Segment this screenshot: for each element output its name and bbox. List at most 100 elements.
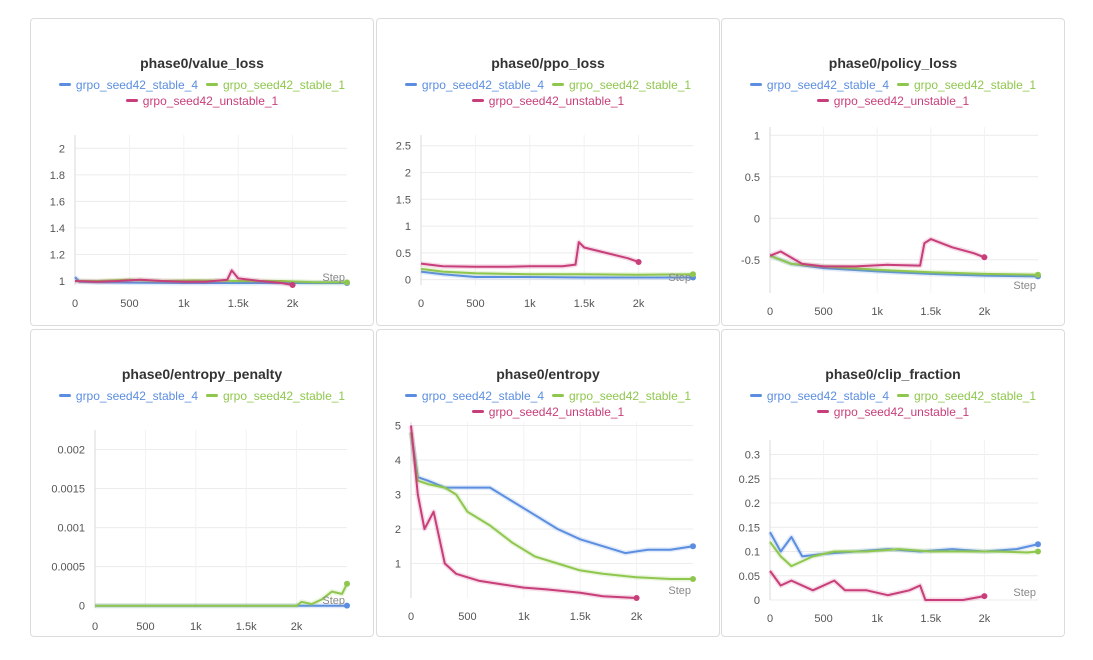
legend-item[interactable]: grpo_seed42_unstable_1 [471,93,624,109]
x-tick-label: 0 [408,611,414,623]
y-tick-label: 0 [754,213,760,225]
series-line[interactable] [420,267,694,276]
legend-item[interactable]: grpo_seed42_stable_4 [404,77,544,93]
legend-label: grpo_seed42_stable_1 [914,78,1037,92]
x-tick-label: 0 [92,621,98,633]
chart-plot: 1 2 3 4 5 0 500 1k 1.5k 2k Step [395,420,696,623]
series-line[interactable] [769,570,985,601]
legend-item[interactable]: grpo_seed42_unstable_1 [816,93,969,109]
x-tick-label: 1k [524,298,536,310]
y-tick-label: 4 [395,455,401,467]
x-tick-label: 2k [631,611,643,623]
legend-swatch [552,83,564,87]
chart-panel[interactable]: phase0/entropy_penalty grpo_seed42_stable… [30,329,374,637]
series-line[interactable] [420,270,693,279]
legend-item[interactable]: grpo_seed42_stable_4 [58,388,198,404]
legend-item[interactable]: grpo_seed42_stable_1 [552,388,691,404]
legend-swatch [471,99,484,103]
y-tick-label: 1.6 [50,196,65,208]
y-tick-label: 0 [405,275,411,287]
series-line[interactable] [769,238,985,268]
series-line[interactable] [410,432,693,580]
y-tick-label: 0.15 [739,522,760,534]
legend-swatch [404,83,417,87]
y-tick-label: 0.5 [745,172,760,184]
series-end-point [1035,548,1041,555]
legend-label: grpo_seed42_stable_4 [421,78,544,92]
chart-title: phase0/policy_loss [828,55,958,71]
y-tick-label: 0 [79,601,85,613]
legend-item[interactable]: grpo_seed42_stable_4 [749,388,889,404]
chart-panel[interactable]: phase0/clip_fraction grpo_seed42_stable_4… [721,329,1065,637]
chart-title: phase0/value_loss [140,55,264,71]
legend-label: grpo_seed42_stable_4 [75,389,198,403]
legend-swatch [58,394,71,398]
y-tick-label: 2 [405,168,411,180]
x-tick-label: 1k [871,613,883,625]
chart-title: phase0/entropy_penalty [121,366,283,382]
x-axis-label: Step [668,585,691,597]
series-line[interactable] [769,541,1039,568]
chart-title: phase0/entropy [496,366,600,382]
chart-panel[interactable]: phase0/value_loss grpo_seed42_stable_4 grp… [30,18,374,326]
legend-item[interactable]: grpo_seed42_stable_1 [897,388,1036,404]
legend-item[interactable]: grpo_seed42_stable_1 [206,388,345,404]
y-tick-label: 0.001 [57,523,85,535]
y-tick-label: 1.4 [50,223,65,235]
legend-item[interactable]: grpo_seed42_stable_4 [404,388,544,404]
x-tick-label: 1.5k [236,621,257,633]
x-tick-label: 1k [871,306,883,318]
chart-plot: -0.5 0 0.5 1 0 500 1k 1.5k 2k Step [741,127,1041,318]
series-end-point [344,580,350,587]
y-tick-label: 1.2 [50,249,65,261]
series-end-point [635,258,642,265]
legend-label: grpo_seed42_stable_4 [766,78,889,92]
series-line[interactable] [410,425,637,599]
legend-swatch [206,394,218,398]
series-end-point [1035,271,1041,278]
legend-swatch [552,394,564,398]
legend-item[interactable]: grpo_seed42_unstable_1 [471,404,624,420]
legend-item[interactable]: grpo_seed42_stable_4 [749,77,889,93]
legend-swatch [749,83,762,87]
y-tick-label: 0.0005 [51,562,85,574]
x-axis-label: Step [668,272,691,284]
y-tick-label: 1 [395,558,401,570]
chart-panel[interactable]: phase0/entropy grpo_seed42_stable_4 grpo_s… [376,329,720,637]
series-line[interactable] [420,241,639,268]
x-axis-label: Step [322,595,345,607]
series-end-point [981,254,988,261]
legend-label: grpo_seed42_stable_1 [569,389,692,403]
chart-panel[interactable]: phase0/ppo_loss grpo_seed42_stable_4 grpo_… [376,18,720,326]
x-tick-label: 1k [178,298,190,310]
x-tick-label: 2k [979,613,991,625]
series-band [408,432,693,582]
series-line[interactable] [769,254,1039,276]
x-axis-label: Step [1013,587,1036,599]
legend-item[interactable]: grpo_seed42_unstable_1 [816,404,969,420]
series-line[interactable] [95,583,348,607]
chart-legend: grpo_seed42_stable_4 grpo_seed42_stable_1… [385,388,711,420]
x-tick-label: 1.5k [920,613,941,625]
x-tick-label: 0 [767,306,773,318]
legend-item[interactable]: grpo_seed42_unstable_1 [125,93,278,109]
legend-item[interactable]: grpo_seed42_stable_4 [58,77,198,93]
x-tick-label: 2k [287,298,299,310]
chart-panel[interactable]: phase0/policy_loss grpo_seed42_stable_4 gr… [721,18,1065,326]
x-tick-label: 0 [767,613,773,625]
x-tick-label: 2k [979,306,991,318]
series-band [95,582,350,609]
x-tick-label: 1.5k [920,306,941,318]
y-tick-label: -0.5 [741,255,760,267]
y-tick-label: 1 [754,130,760,142]
legend-label: grpo_seed42_stable_1 [223,389,346,403]
y-tick-label: 5 [395,420,401,432]
x-tick-label: 1k [518,611,530,623]
x-tick-label: 2k [291,621,303,633]
series-line[interactable] [74,269,293,286]
legend-label: grpo_seed42_stable_1 [223,78,346,92]
legend-item[interactable]: grpo_seed42_stable_1 [206,77,345,93]
series-line[interactable] [410,432,694,555]
legend-item[interactable]: grpo_seed42_stable_1 [897,77,1036,93]
legend-item[interactable]: grpo_seed42_stable_1 [552,77,691,93]
